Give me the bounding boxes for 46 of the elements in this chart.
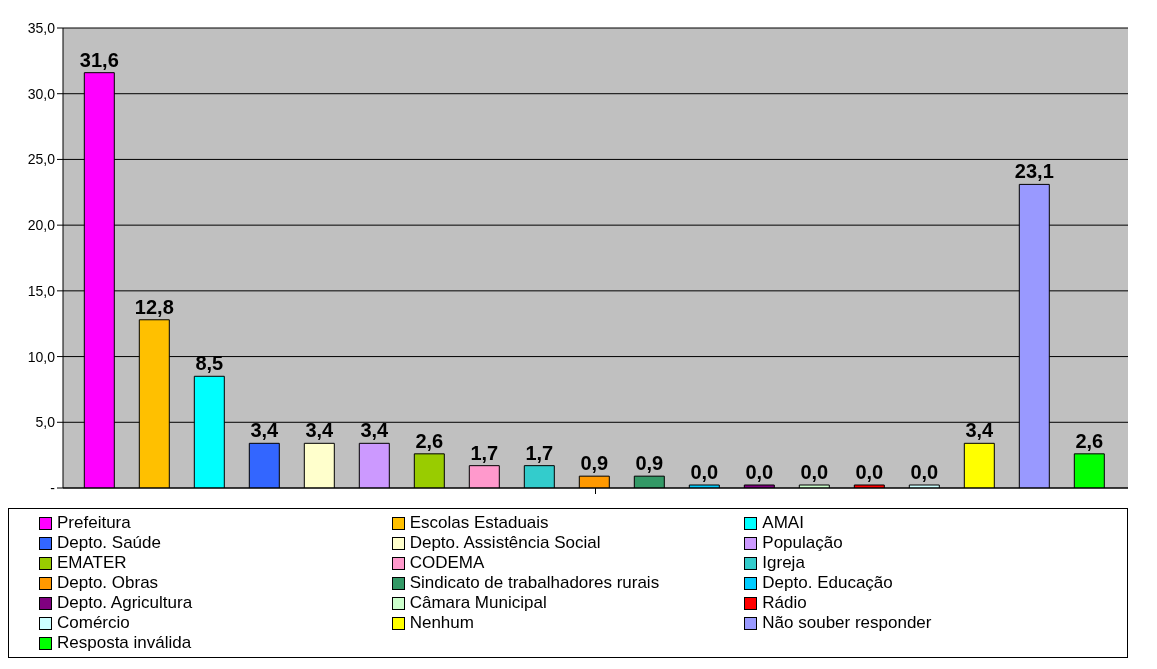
data-label: 3,4 (250, 419, 280, 442)
legend-label: Depto. Saúde (57, 533, 161, 553)
y-tick-label: - (50, 479, 56, 496)
legend-label: Depto. Educação (762, 573, 893, 593)
legend-label: Sindicato de trabalhadores rurais (409, 573, 660, 593)
legend-label: Comércio (57, 613, 130, 633)
data-label: 3,4 (360, 419, 390, 442)
legend-label: Depto. Obras (57, 573, 159, 593)
data-label: 12,8 (134, 295, 174, 318)
data-label: 0,0 (910, 461, 939, 483)
data-label: 31,6 (79, 48, 119, 71)
data-label: 8,5 (195, 352, 224, 375)
legend-label: Não souber responder (762, 613, 932, 633)
data-label: 1,7 (470, 441, 499, 464)
legend-label: Igreja (762, 553, 805, 573)
y-tick-label: 35,0 (27, 19, 56, 36)
y-tick-label: 30,0 (27, 85, 56, 102)
legend-label: CODEMA (409, 553, 485, 573)
legend-label: Escolas Estaduais (409, 513, 549, 533)
legend-label: Prefeitura (57, 513, 131, 533)
data-label: 1,7 (525, 441, 554, 464)
legend-label: População (762, 533, 843, 553)
legend-label: Rádio (762, 593, 807, 613)
legend-label: Nenhum (409, 613, 474, 633)
data-label: 0,0 (745, 461, 774, 483)
data-label: 0,0 (855, 461, 884, 483)
y-tick-label: 10,0 (27, 348, 56, 365)
legend-label: Depto. Assistência Social (409, 533, 601, 553)
data-label: 0,0 (690, 461, 719, 483)
legend-label: Depto. Agricultura (57, 593, 193, 613)
data-label: 3,4 (305, 419, 335, 442)
data-label: 0,0 (800, 461, 829, 483)
data-label: 0,9 (580, 452, 609, 475)
y-tick-label: 25,0 (27, 151, 56, 168)
data-label: 3,4 (965, 419, 995, 442)
legend-label: Resposta inválida (57, 633, 192, 653)
data-label: 0,9 (635, 452, 664, 475)
y-tick-label: 5,0 (35, 414, 56, 431)
y-tick-label: 20,0 (27, 217, 56, 234)
data-label: 2,6 (1075, 429, 1104, 452)
data-label: 23,1 (1014, 160, 1054, 183)
y-tick-label: 15,0 (27, 282, 56, 299)
legend-label: EMATER (57, 553, 127, 573)
data-label: 2,6 (415, 429, 444, 452)
legend-label: Câmara Municipal (409, 593, 547, 613)
legend-label: AMAI (762, 513, 804, 533)
